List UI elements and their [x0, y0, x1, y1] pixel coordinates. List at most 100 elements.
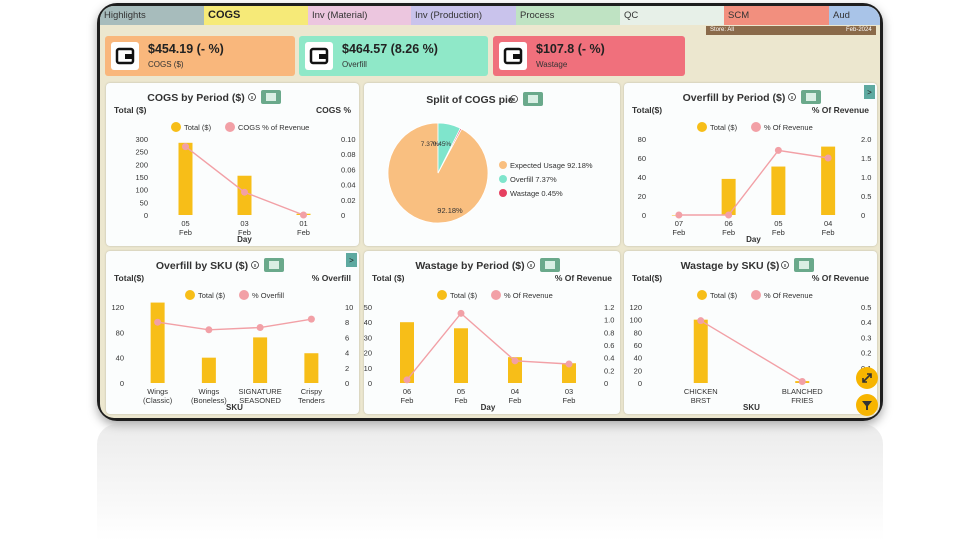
device-reflection [97, 424, 883, 541]
line-point[interactable] [256, 324, 264, 332]
line-point[interactable] [725, 211, 733, 219]
x-tick-label: FRIES [791, 396, 813, 405]
bar[interactable] [508, 357, 522, 383]
legend-marker-percent [239, 290, 249, 300]
info-icon[interactable] [781, 261, 789, 269]
y-tick-label: 50 [364, 303, 372, 312]
bar[interactable] [400, 322, 414, 383]
x-tick-label: Crispy [301, 387, 323, 396]
chart-title: Wastage by Period ($) [415, 260, 524, 272]
filter-icon[interactable] [856, 394, 878, 416]
pie-slice-wastage[interactable] [437, 127, 463, 174]
bar[interactable] [178, 142, 193, 215]
store-filter[interactable]: Store: All [710, 27, 735, 33]
line-point[interactable] [241, 188, 248, 196]
bar[interactable] [454, 328, 468, 383]
bar[interactable] [201, 357, 216, 383]
excel-export-icon[interactable] [523, 92, 543, 106]
line-point[interactable] [697, 317, 705, 325]
x-tick-label: Wings [198, 387, 219, 396]
more-button[interactable]: > [346, 253, 357, 267]
line-point[interactable] [774, 146, 782, 154]
line-point[interactable] [403, 376, 411, 384]
kpi-card-cogs[interactable]: $454.19 (- %) COGS ($) [105, 36, 295, 76]
chart-card-wastage-by-period: Wastage by Period ($) Total ($) % Of Reven… [364, 251, 620, 414]
x-tick-label: Wings [147, 387, 168, 396]
kpi-value: $107.8 (- %) [536, 42, 605, 56]
info-icon[interactable] [510, 95, 518, 103]
excel-export-icon[interactable] [801, 90, 821, 104]
y2-tick-label: 0.5 [861, 192, 871, 201]
y-tick-label: 60 [634, 341, 642, 350]
legend-marker-total [697, 122, 707, 132]
x-tick-label: 07 [675, 219, 683, 228]
tab-inv-material[interactable]: Inv (Material) [308, 6, 411, 25]
excel-export-sheet [266, 93, 276, 101]
tab-process[interactable]: Process [516, 6, 620, 25]
line-point[interactable] [457, 309, 465, 317]
kpi-card-overfill[interactable]: $464.57 (8.26 %) Overfill [299, 36, 488, 76]
excel-export-icon[interactable] [264, 258, 284, 272]
line-point[interactable] [675, 211, 683, 219]
info-icon[interactable] [251, 261, 259, 269]
line-point[interactable] [824, 154, 832, 162]
filter-bar[interactable]: Store: All Feb-2024 [706, 26, 876, 35]
bar[interactable] [771, 166, 786, 215]
tab-cogs[interactable]: COGS [204, 6, 308, 25]
chart-card-wastage-by-sku: Wastage by SKU ($) Total($) % Of Revenue To… [624, 251, 877, 414]
tab-scm[interactable]: SCM [724, 6, 829, 25]
excel-export-icon[interactable] [794, 258, 814, 272]
y2-tick-label: 2.0 [861, 135, 871, 144]
y-axis-title: Total ($) [372, 273, 405, 283]
kpi-card-wastage[interactable]: $107.8 (- %) Wastage [493, 36, 685, 76]
bar[interactable] [821, 146, 836, 215]
bar[interactable] [150, 302, 165, 383]
more-button-bg [864, 85, 875, 99]
info-icon[interactable] [788, 93, 796, 101]
x-tick-label: 04 [511, 387, 519, 396]
info-icon[interactable] [527, 261, 535, 269]
tab-inv-production[interactable]: Inv (Production) [411, 6, 516, 25]
x-tick-label: 03 [240, 219, 248, 228]
bar[interactable] [304, 353, 319, 383]
tab-aud[interactable]: Aud [829, 6, 880, 25]
y2-tick-label: 0.06 [341, 165, 356, 174]
line-point[interactable] [205, 326, 213, 334]
y-tick-label: 40 [638, 173, 646, 182]
legend-marker-total [171, 122, 181, 132]
info-icon[interactable] [248, 93, 256, 101]
y2-tick-label: 0.8 [604, 328, 614, 337]
bar[interactable] [253, 337, 268, 383]
period-filter[interactable]: Feb-2024 [846, 27, 872, 33]
y-tick-label: 250 [135, 148, 148, 157]
line-point[interactable] [798, 377, 806, 385]
y-tick-label: 120 [629, 303, 642, 312]
line-point[interactable] [565, 360, 573, 368]
bar[interactable] [721, 178, 736, 215]
chart-svg: COGS by Period ($)Total ($) COGS %Total (… [114, 90, 356, 244]
line-point[interactable] [307, 315, 315, 323]
more-button-bg [346, 253, 357, 267]
y2-tick-label: 0.6 [604, 341, 614, 350]
legend-label: % Overfill [252, 291, 284, 300]
y-tick-label: 0 [638, 379, 642, 388]
line-point[interactable] [300, 211, 307, 219]
excel-export-icon[interactable] [261, 90, 281, 104]
tab-qc[interactable]: QC [620, 6, 724, 25]
expand-icon[interactable] [856, 367, 878, 389]
excel-export-sheet [799, 261, 809, 269]
legend-label: Overfill 7.37% [510, 175, 557, 184]
bar[interactable] [562, 363, 576, 383]
line-point[interactable] [154, 318, 162, 326]
bar[interactable] [693, 319, 708, 383]
y-tick-label: 40 [116, 354, 124, 363]
line-point[interactable] [511, 357, 519, 365]
line-point[interactable] [182, 143, 189, 151]
tab-highlights[interactable]: Highlights [100, 6, 204, 25]
info-icon-stem [784, 264, 786, 267]
excel-export-icon[interactable] [540, 258, 560, 272]
y2-tick-label: 0 [345, 379, 349, 388]
more-button[interactable]: > [864, 85, 875, 99]
y2-tick-label: 0.08 [341, 150, 356, 159]
info-icon-ring [781, 261, 789, 269]
